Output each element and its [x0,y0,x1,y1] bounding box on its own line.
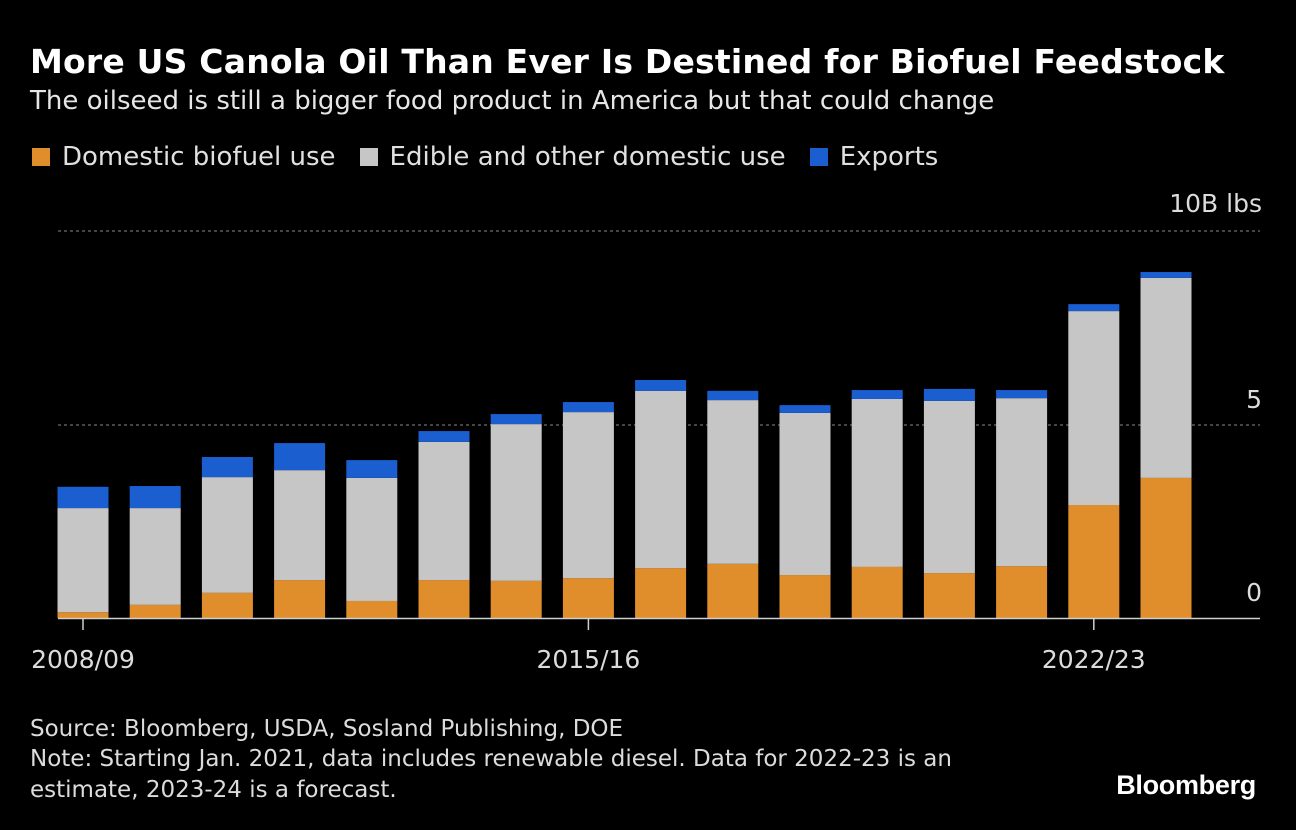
bar-exports-2011-12 [274,443,326,471]
bar-biofuel-2020-21 [923,573,975,618]
chart-title: More US Canola Oil Than Ever Is Destined… [30,42,1225,81]
note-line-1: Note: Starting Jan. 2021, data includes … [30,746,952,772]
bar-edible-2008-09 [57,508,109,613]
bar-biofuel-2021-22 [996,566,1048,618]
bar-edible-2012-13 [346,477,398,601]
bar-edible-2014-15 [490,424,542,581]
bar-edible-2010-11 [201,477,253,593]
bar-exports-2020-21 [923,388,975,401]
note-line-2: estimate, 2023-24 is a forecast. [30,777,397,803]
bar-exports-2021-22 [996,390,1048,399]
legend-item-edible: Edible and other domestic use [359,142,786,172]
source-note: Source: Bloomberg, USDA, Sosland Publish… [30,716,624,742]
bar-edible-2018-19 [779,412,831,576]
bar-biofuel-2015-16 [562,578,614,618]
bar-edible-2016-17 [635,390,687,569]
bar-exports-2022-23 [1068,304,1120,312]
bloomberg-logo: Bloomberg [1116,770,1256,800]
legend-label-exports: Exports [839,142,939,172]
bar-biofuel-2013-14 [418,580,470,618]
x-tick-label-2015-16: 2015/16 [536,645,640,674]
chart-subtitle: The oilseed is still a bigger food produ… [30,86,995,116]
legend-label-edible: Edible and other domestic use [389,142,786,172]
bar-biofuel-2016-17 [635,568,687,618]
legend-swatch-edible [359,148,378,166]
y-tick-label-5: 5 [1246,385,1262,414]
bar-exports-2015-16 [562,402,614,413]
bar-exports-2023-24 [1140,272,1192,278]
bar-biofuel-2017-18 [707,563,759,618]
legend-label-biofuel: Domestic biofuel use [62,142,336,172]
legend-swatch-biofuel [32,148,50,166]
bar-edible-2009-10 [129,508,181,605]
bar-exports-2017-18 [707,390,759,401]
bar-exports-2009-10 [129,486,181,509]
y-tick-label-0: 0 [1246,578,1262,607]
bar-exports-2014-15 [490,414,542,425]
bar-biofuel-2014-15 [490,580,542,618]
bar-exports-2018-19 [779,405,831,413]
bar-exports-2016-17 [635,379,687,391]
bar-edible-2013-14 [418,441,470,581]
bar-biofuel-2008-09 [57,612,109,618]
bar-exports-2008-09 [57,486,109,509]
bar-biofuel-2019-20 [851,566,903,618]
bar-exports-2012-13 [346,460,398,478]
bar-biofuel-2023-24 [1140,477,1192,618]
bar-exports-2013-14 [418,431,470,442]
bar-edible-2011-12 [274,470,326,581]
bar-edible-2019-20 [851,398,903,567]
legend-swatch-exports [809,148,828,166]
x-tick-label-2008-09: 2008/09 [31,645,135,674]
y-tick-label-10: 10B lbs [1169,189,1262,218]
legend-item-exports: Exports [809,142,939,172]
bar-edible-2020-21 [923,400,975,574]
bar-edible-2021-22 [996,398,1048,567]
legend-item-biofuel: Domestic biofuel use [32,142,336,172]
bar-edible-2023-24 [1140,277,1192,478]
bar-edible-2022-23 [1068,311,1120,505]
x-tick-label-2022-23: 2022/23 [1042,645,1146,674]
bar-biofuel-2011-12 [274,580,326,618]
bar-exports-2010-11 [201,457,253,478]
bar-edible-2017-18 [707,400,759,564]
bar-edible-2015-16 [562,412,614,579]
bar-biofuel-2022-23 [1068,504,1120,618]
legend: Domestic biofuel use Edible and other do… [32,142,962,172]
bar-biofuel-2012-13 [346,600,398,618]
bar-exports-2019-20 [851,390,903,399]
bar-biofuel-2009-10 [129,604,181,618]
bar-biofuel-2010-11 [201,592,253,618]
bar-biofuel-2018-19 [779,575,831,618]
